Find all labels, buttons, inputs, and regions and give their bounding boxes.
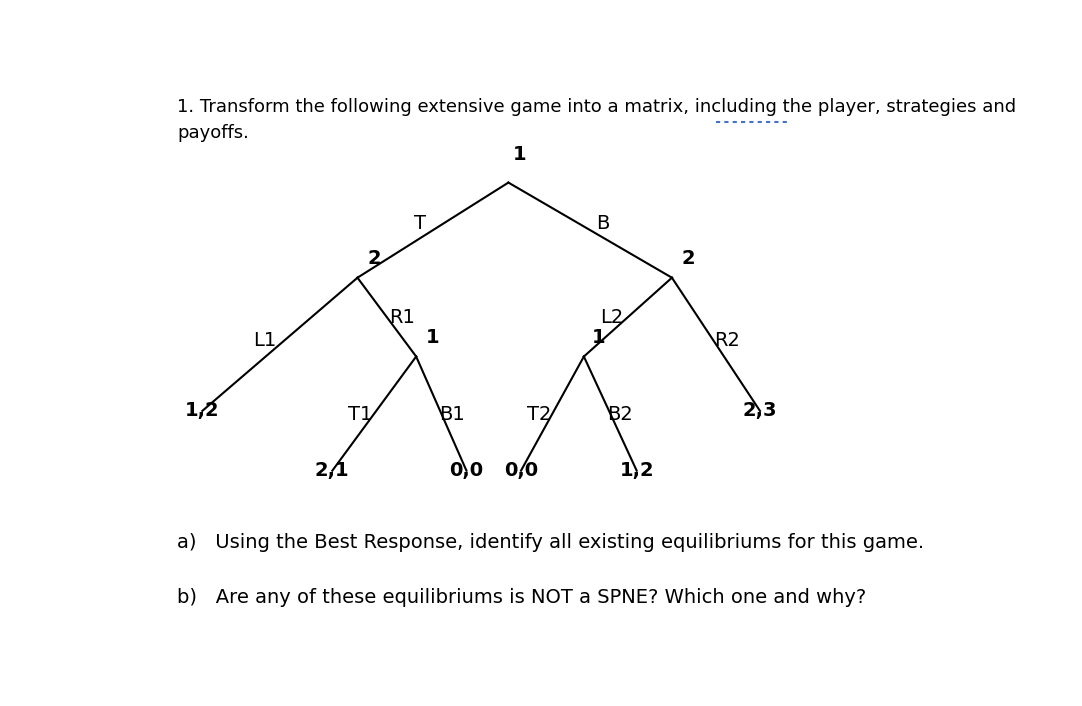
Text: L2: L2 [599, 308, 623, 327]
Text: R2: R2 [714, 330, 740, 349]
Text: 1,2: 1,2 [185, 402, 220, 420]
Text: 1: 1 [592, 328, 606, 347]
Text: 2,1: 2,1 [315, 461, 349, 480]
Text: T2: T2 [527, 405, 552, 424]
Text: L1: L1 [253, 330, 277, 349]
Text: a)   Using the Best Response, identify all existing equilibriums for this game.: a) Using the Best Response, identify all… [177, 533, 924, 552]
Text: 1,2: 1,2 [619, 461, 654, 480]
Text: b)   Are any of these equilibriums is NOT a SPNE? Which one and why?: b) Are any of these equilibriums is NOT … [177, 587, 867, 606]
Text: 2,3: 2,3 [742, 402, 777, 420]
Text: 2: 2 [368, 249, 381, 268]
Text: T1: T1 [347, 405, 372, 424]
Text: 1: 1 [426, 328, 440, 347]
Text: 2: 2 [682, 249, 696, 268]
Text: payoffs.: payoffs. [177, 124, 249, 142]
Text: 1: 1 [513, 145, 526, 164]
Text: B2: B2 [607, 405, 633, 424]
Text: 0,0: 0,0 [504, 461, 538, 480]
Text: T: T [414, 214, 426, 233]
Text: B: B [596, 214, 610, 233]
Text: R1: R1 [388, 308, 414, 327]
Text: 1. Transform the following extensive game into a matrix, including the player, s: 1. Transform the following extensive gam… [177, 98, 1016, 116]
Text: B1: B1 [439, 405, 465, 424]
Text: 0,0: 0,0 [449, 461, 484, 480]
